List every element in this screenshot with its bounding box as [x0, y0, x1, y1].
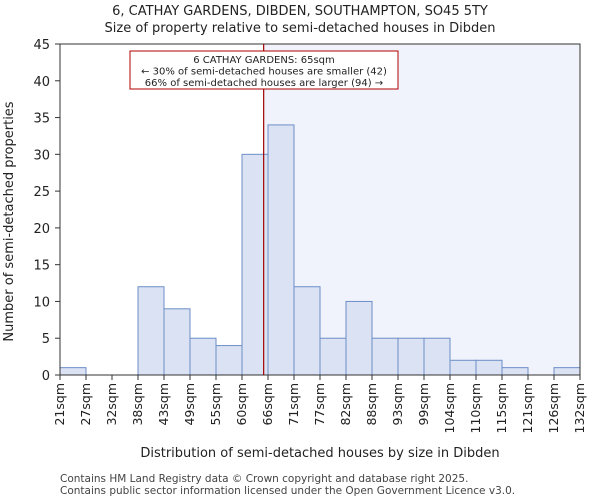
bar-110sqm: [475, 359, 503, 376]
y-tick-label: 40: [33, 75, 50, 90]
annotation-line-1: 6 CATHAY GARDENS: 65sqm: [193, 55, 335, 66]
bar-49sqm: [189, 337, 217, 376]
x-tick-label: 77sqm: [312, 383, 327, 426]
annotation-line-2: ← 30% of semi-detached houses are smalle…: [141, 67, 387, 78]
x-tick-label: 126sqm: [546, 383, 561, 433]
chart-title: 6, CATHAY GARDENS, DIBDEN, SOUTHAMPTON, …: [112, 4, 488, 19]
bar-43sqm: [163, 308, 191, 376]
bar-99sqm: [423, 337, 451, 376]
bar-104sqm: [449, 359, 477, 376]
bar-21sqm: [59, 367, 87, 376]
bar-126sqm: [553, 367, 581, 376]
bar-71sqm: [293, 286, 321, 376]
x-tick-label: 93sqm: [390, 383, 405, 426]
x-tick-label: 121sqm: [520, 383, 535, 433]
annotation-line-3: 66% of semi-detached houses are larger (…: [145, 78, 383, 89]
y-tick-label: 10: [33, 295, 50, 310]
footer-line-2: Contains public sector information licen…: [60, 485, 516, 497]
x-tick-label: 38sqm: [130, 383, 145, 426]
chart-subtitle: Size of property relative to semi-detach…: [104, 21, 496, 36]
bar-77sqm: [319, 337, 347, 376]
footer-line-1: Contains HM Land Registry data © Crown c…: [60, 473, 469, 485]
annotation-box: [129, 50, 399, 90]
x-tick-label: 32sqm: [104, 383, 119, 426]
x-tick-label: 104sqm: [442, 383, 457, 433]
x-tick-label: 55sqm: [208, 383, 223, 426]
x-tick-label: 66sqm: [260, 383, 275, 426]
y-tick-label: 25: [33, 185, 50, 200]
y-tick-label: 35: [33, 112, 50, 127]
x-tick-label: 115sqm: [494, 383, 509, 433]
x-tick-label: 43sqm: [156, 383, 171, 426]
y-tick-label: 0: [42, 369, 50, 384]
x-tick-label: 132sqm: [572, 383, 587, 433]
y-tick-label: 30: [33, 148, 50, 163]
bar-93sqm: [397, 337, 425, 376]
bar-38sqm: [137, 286, 165, 376]
x-tick-label: 88sqm: [364, 383, 379, 426]
bar-115sqm: [501, 367, 529, 376]
bar-82sqm: [345, 300, 373, 376]
bar-66sqm: [267, 124, 295, 376]
bar-88sqm: [371, 337, 399, 376]
x-tick-label: 49sqm: [182, 383, 197, 426]
bar-55sqm: [215, 345, 243, 376]
y-tick-label: 45: [33, 38, 50, 53]
x-axis-title: Distribution of semi-detached houses by …: [140, 446, 499, 461]
x-tick-label: 21sqm: [52, 383, 67, 426]
x-tick-label: 99sqm: [416, 383, 431, 426]
x-tick-label: 27sqm: [78, 383, 93, 426]
y-tick-label: 15: [33, 259, 50, 274]
y-tick-label: 20: [33, 222, 50, 237]
y-axis-title: Number of semi-detached properties: [2, 101, 17, 341]
x-tick-label: 71sqm: [286, 383, 301, 426]
x-tick-label: 60sqm: [234, 383, 249, 426]
x-tick-label: 110sqm: [468, 383, 483, 433]
y-tick-label: 5: [42, 332, 50, 347]
x-tick-label: 82sqm: [338, 383, 353, 426]
